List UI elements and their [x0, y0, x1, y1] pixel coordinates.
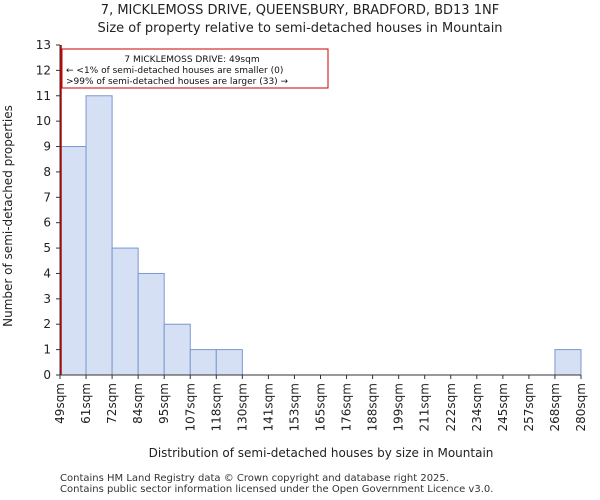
y-tick-label: 6 — [43, 216, 51, 230]
x-tick-label: 188sqm — [366, 383, 380, 431]
x-tick-label: 257sqm — [522, 383, 536, 431]
y-tick-label: 5 — [43, 241, 51, 255]
y-tick-label: 2 — [43, 317, 51, 331]
x-tick-label: 280sqm — [574, 383, 588, 431]
x-axis-label: Distribution of semi-detached houses by … — [149, 446, 494, 460]
x-tick-label: 234sqm — [470, 383, 484, 431]
x-tick-label: 165sqm — [314, 383, 328, 431]
x-tick-label: 222sqm — [444, 383, 458, 431]
y-tick-label: 4 — [43, 266, 51, 280]
histogram-bar-118sqm — [215, 349, 243, 376]
x-tick-label: 95sqm — [157, 383, 171, 424]
x-tick-label: 268sqm — [548, 383, 562, 431]
x-tick-label: 107sqm — [183, 383, 197, 431]
histogram-bar-61sqm — [85, 95, 113, 376]
annotation-line-2: ← <1% of semi-detached houses are smalle… — [66, 66, 283, 76]
bars-layer — [59, 45, 582, 376]
footer-line-2: Contains public sector information licen… — [60, 484, 494, 495]
y-tick-label: 12 — [36, 63, 51, 77]
y-tick-label: 13 — [36, 38, 51, 52]
histogram-bar-95sqm — [163, 323, 191, 376]
x-tick-label: 61sqm — [79, 383, 93, 424]
y-tick-label: 10 — [36, 114, 51, 128]
y-axis-label: Number of semi-detached properties — [1, 105, 15, 327]
chart-subtitle: Size of property relative to semi-detach… — [97, 21, 503, 36]
histogram-bar-84sqm — [137, 272, 165, 376]
y-tick-label: 1 — [43, 343, 51, 357]
x-tick-label: 199sqm — [392, 383, 406, 431]
x-tick-label: 72sqm — [105, 383, 119, 424]
marker-annotation: 7 MICKLEMOSS DRIVE: 49sqm ← <1% of semi-… — [61, 48, 329, 89]
x-tick-label: 176sqm — [340, 383, 354, 431]
x-tick-label: 141sqm — [261, 383, 275, 431]
x-tick-label: 130sqm — [235, 383, 249, 431]
axes-layer — [56, 44, 582, 379]
annotation-line-3: >99% of semi-detached houses are larger … — [66, 77, 289, 87]
y-tick-label: 8 — [43, 165, 51, 179]
x-tick-label: 84sqm — [131, 383, 145, 424]
chart-title: 7, MICKLEMOSS DRIVE, QUEENSBURY, BRADFOR… — [100, 3, 500, 18]
x-tick-label: 49sqm — [53, 383, 67, 424]
y-tick-label: 9 — [43, 140, 51, 154]
annotation-line-1: 7 MICKLEMOSS DRIVE: 49sqm — [124, 55, 259, 65]
footer-line-1: Contains HM Land Registry data © Crown c… — [60, 473, 449, 484]
footer: Contains HM Land Registry data © Crown c… — [60, 473, 493, 495]
histogram-bar-49sqm — [59, 146, 87, 376]
chart-title-block: 7, MICKLEMOSS DRIVE, QUEENSBURY, BRADFOR… — [0, 2, 600, 38]
histogram-bar-268sqm — [554, 349, 582, 376]
histogram-bar-72sqm — [111, 247, 139, 376]
y-tick-label: 0 — [43, 368, 51, 382]
x-tick-label: 153sqm — [287, 383, 301, 431]
y-tick-label: 7 — [43, 190, 51, 204]
y-tick-label: 11 — [36, 89, 51, 103]
x-tick-label: 211sqm — [418, 383, 432, 431]
x-tick-label: 118sqm — [209, 383, 223, 431]
histogram-bar-107sqm — [189, 349, 217, 376]
y-tick-label: 3 — [43, 292, 51, 306]
annotation-box — [61, 48, 329, 89]
x-tick-label: 245sqm — [496, 383, 510, 431]
